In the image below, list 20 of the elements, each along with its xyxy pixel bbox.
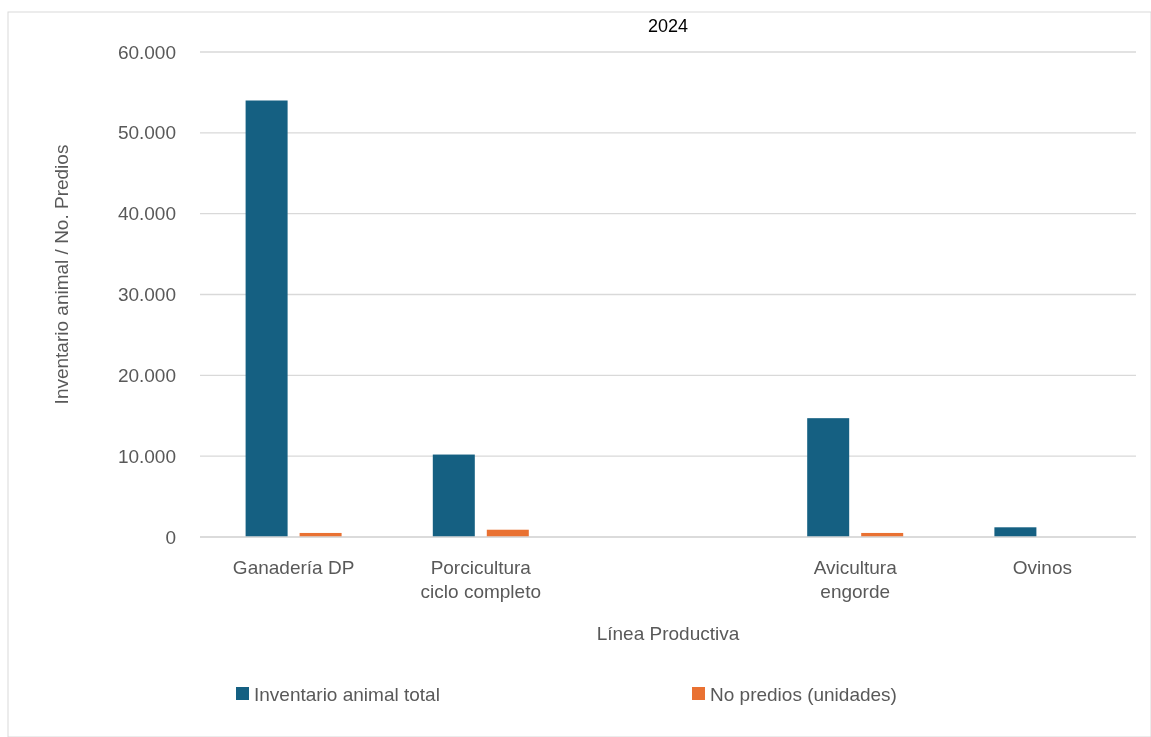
y-tick-label: 50.000 [117,122,176,144]
x-tick-label: Ovinos [1012,557,1072,578]
bar [994,527,1037,537]
bar [432,454,475,537]
y-axis-title: Inventario animal / No. Predios [51,144,72,405]
chart-title: 2024 [647,16,689,36]
bar [807,418,850,537]
x-tick-label: Avicultura engorde [813,557,898,602]
x-tick-label: Porcicultura ciclo completo [420,557,541,602]
legend-label: Inventario animal total [254,683,440,705]
x-axis-title: Línea Productiva [596,623,740,644]
y-tick-label: 60.000 [117,41,176,63]
y-tick-label: 40.000 [117,203,176,225]
y-tick-label: 30.000 [117,284,176,306]
x-tick-label: Ganadería DP [232,557,355,578]
y-tick-label: 0 [165,526,176,548]
bar [245,100,288,537]
y-tick-label: 10.000 [117,445,176,467]
y-tick-label: 20.000 [117,364,176,386]
legend-label: No predios (unidades) [710,683,897,705]
